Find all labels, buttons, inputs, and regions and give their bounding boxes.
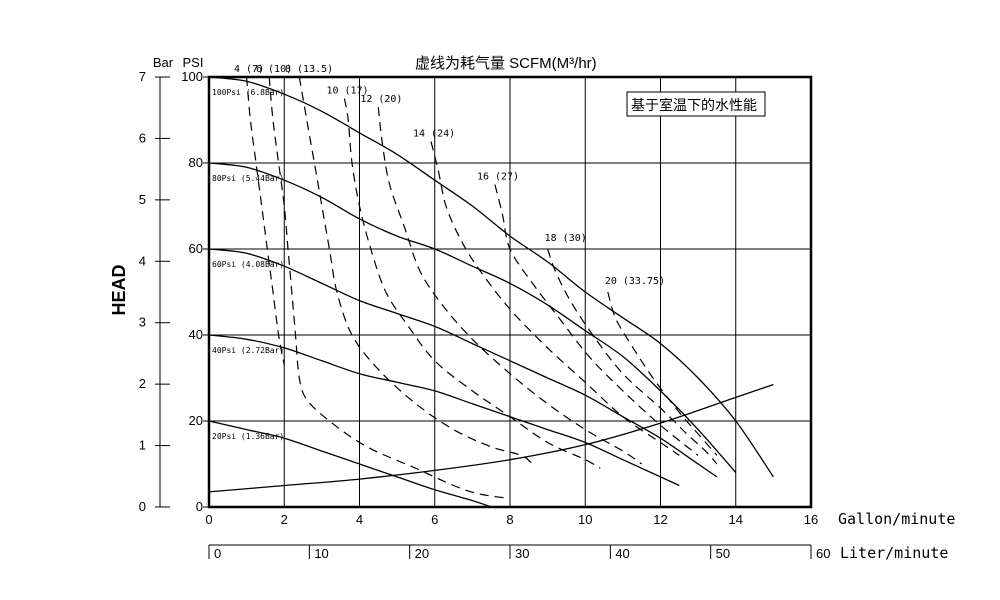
bar-tick-label: 7 <box>139 69 146 84</box>
head-curve <box>208 162 737 474</box>
air-consumption-curve <box>547 248 718 465</box>
liter-tick-label: 10 <box>314 546 328 561</box>
air-consumption-curve <box>494 184 699 456</box>
air-consumption-curve <box>298 76 533 465</box>
liter-tick-label: 60 <box>816 546 830 561</box>
curves: 100Psi (6.8Bar) 80Psi (5.44Bar) 60Psi (4.0… <box>208 64 774 508</box>
air-curve-label: 16 (27) <box>477 172 519 183</box>
bar-tick-label: 5 <box>139 192 146 207</box>
air-consumption-curve <box>268 76 511 499</box>
bar-tick-label: 1 <box>139 438 146 453</box>
x2-axis-title: Liter/minute <box>840 544 948 562</box>
air-curve-label: 6 (10) <box>256 64 292 75</box>
gpm-tick-label: 0 <box>205 512 212 527</box>
psi-tick-label: 40 <box>189 327 203 342</box>
head-curve-label: 60Psi (4.08Bar) <box>212 260 284 269</box>
psi-tick-label: 80 <box>189 155 203 170</box>
bar-tick-label: 0 <box>139 499 146 514</box>
system-curve <box>208 383 774 493</box>
psi-tick-label: 100 <box>181 69 203 84</box>
psi-unit-label: PSI <box>183 55 204 70</box>
air-curve-label: 14 (24) <box>413 129 455 140</box>
gpm-tick-label: 14 <box>729 512 743 527</box>
air-curve-label: 8 (13.5) <box>285 64 333 75</box>
air-curve-label: 10 (17) <box>326 86 368 97</box>
head-curve-label: 100Psi (6.8Bar) <box>212 88 284 97</box>
air-consumption-curve <box>246 76 285 366</box>
bar-tick-label: 4 <box>139 253 146 268</box>
liter-tick-label: 20 <box>415 546 429 561</box>
psi-tick-label: 0 <box>196 499 203 514</box>
air-consumption-curve <box>430 141 680 456</box>
head-curve-label: 40Psi (2.72Bar) <box>212 346 284 355</box>
head-curve <box>208 334 680 487</box>
gpm-tick-label: 16 <box>804 512 818 527</box>
head-curve <box>208 76 774 478</box>
head-curve-label: 80Psi (5.44Bar) <box>212 174 284 183</box>
head-curve-label: 20Psi (1.36Bar) <box>212 432 284 441</box>
bar-tick-label: 3 <box>139 315 146 330</box>
x-axis-title: Gallon/minute <box>838 510 955 528</box>
air-consumption-curve <box>377 107 643 465</box>
head-curve <box>208 420 492 508</box>
gpm-tick-label: 12 <box>653 512 667 527</box>
air-curve-label: 12 (20) <box>360 94 402 105</box>
gpm-tick-label: 4 <box>356 512 363 527</box>
y-axis-title: HEAD <box>109 264 129 315</box>
air-curve-label: 18 (30) <box>545 233 587 244</box>
liter-tick-label: 0 <box>214 546 221 561</box>
liter-tick-label: 50 <box>716 546 730 561</box>
air-consumption-curve <box>607 291 718 456</box>
gpm-tick-label: 8 <box>506 512 513 527</box>
bar-unit-label: Bar <box>153 55 174 70</box>
gpm-tick-label: 2 <box>281 512 288 527</box>
air-consumption-curve <box>343 98 601 469</box>
psi-tick-label: 20 <box>189 413 203 428</box>
chart-title: 虚线为耗气量 SCFM(M³/hr) <box>415 55 597 72</box>
liter-tick-label: 30 <box>515 546 529 561</box>
air-curve-label: 20 (33.75) <box>605 276 665 287</box>
psi-tick-label: 60 <box>189 241 203 256</box>
note-box <box>626 91 766 117</box>
liter-tick-label: 40 <box>615 546 629 561</box>
plot-frame <box>207 75 813 509</box>
bar-tick-label: 2 <box>139 376 146 391</box>
gpm-tick-label: 6 <box>431 512 438 527</box>
air-curve-label: 4 (7) <box>234 64 264 75</box>
head-curve <box>208 248 718 478</box>
gpm-tick-label: 10 <box>578 512 592 527</box>
note-text: 基于室温下的水性能 <box>631 97 757 113</box>
bar-tick-label: 6 <box>139 130 146 145</box>
